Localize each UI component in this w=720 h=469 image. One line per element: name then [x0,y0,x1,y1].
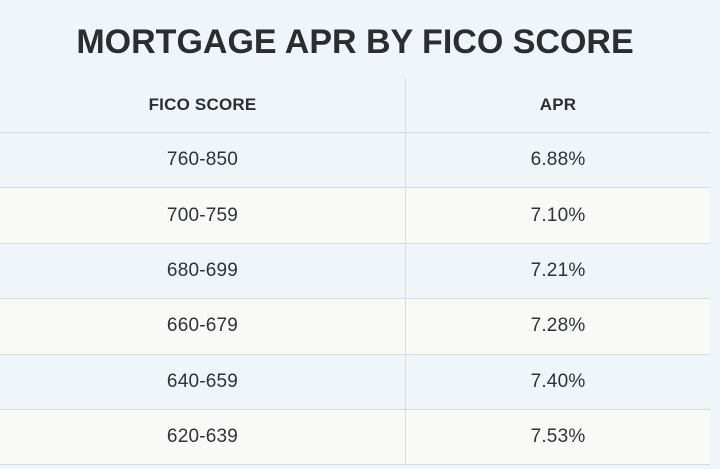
fico-range-cell: 760-850 [166,149,239,171]
fico-range-cell: 640-659 [166,370,239,392]
column-header-apr: APR [405,78,710,132]
apr-value-cell: 7.53% [405,409,710,465]
fico-range-cell: 620-639 [166,426,239,448]
apr-by-fico-table: FICO SCORE APR 760-850 6.88% 700-759 7.1… [0,78,710,466]
table-row: 700-759 7.10% [0,188,710,244]
table-row: 680-699 7.21% [0,243,710,300]
column-header-fico-score: FICO SCORE [148,95,257,114]
title-area: MORTGAGE APR BY FICO SCORE [0,0,710,78]
table-row: 760-850 6.88% [0,133,710,189]
table-header-row: FICO SCORE APR [0,78,710,133]
apr-value-cell: 7.28% [405,299,710,354]
fico-range-cell: 700-759 [166,204,239,226]
page-title: MORTGAGE APR BY FICO SCORE [76,22,634,61]
apr-value-cell: 6.88% [405,133,710,188]
table-row: 640-659 7.40% [0,354,710,410]
apr-value-cell: 7.21% [405,243,710,299]
apr-value-cell: 7.40% [405,354,710,409]
table-row: 620-639 7.53% [0,409,710,466]
fico-range-cell: 660-679 [166,315,239,337]
table-row: 660-679 7.28% [0,299,710,355]
apr-value-cell: 7.10% [405,188,710,243]
fico-range-cell: 680-699 [166,259,239,281]
